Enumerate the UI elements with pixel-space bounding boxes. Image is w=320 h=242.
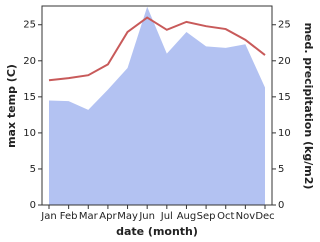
y-tick-label: 15 <box>23 92 36 103</box>
y2-tick-label: 15 <box>278 92 291 103</box>
x-tick-label: Oct <box>217 211 234 222</box>
y-tick-label: 10 <box>23 128 36 139</box>
y-tick-label: 5 <box>30 164 36 175</box>
x-tick-label: Aug <box>177 211 197 222</box>
y-tick-label: 25 <box>23 20 36 31</box>
y2-tick-label: 25 <box>278 20 291 31</box>
x-tick-label: Jun <box>138 211 155 222</box>
y-tick-label: 0 <box>30 200 36 211</box>
x-tick-label: Nov <box>236 211 256 222</box>
y-tick-label: 20 <box>23 56 36 67</box>
y2-axis-title: med. precipitation (kg/m2) <box>302 23 315 190</box>
y2-tick-label: 10 <box>278 128 291 139</box>
x-tick-label: Dec <box>255 211 274 222</box>
x-tick-label: Jul <box>160 211 173 222</box>
y-axis-title: max temp (C) <box>5 64 18 148</box>
y2-tick-label: 0 <box>278 200 284 211</box>
x-tick-label: Sep <box>197 211 216 222</box>
x-tick-label: Apr <box>99 211 117 222</box>
x-tick-label: Mar <box>79 211 99 222</box>
x-tick-label: Feb <box>60 211 78 222</box>
x-tick-label: Jan <box>40 211 56 222</box>
x-axis-title: date (month) <box>116 225 198 238</box>
y2-tick-label: 5 <box>278 164 284 175</box>
precipitation-area <box>49 6 265 206</box>
temperature-line <box>48 16 266 82</box>
x-tick-label: May <box>117 211 138 222</box>
plot-frame <box>41 5 273 206</box>
y2-tick-label: 20 <box>278 56 291 67</box>
